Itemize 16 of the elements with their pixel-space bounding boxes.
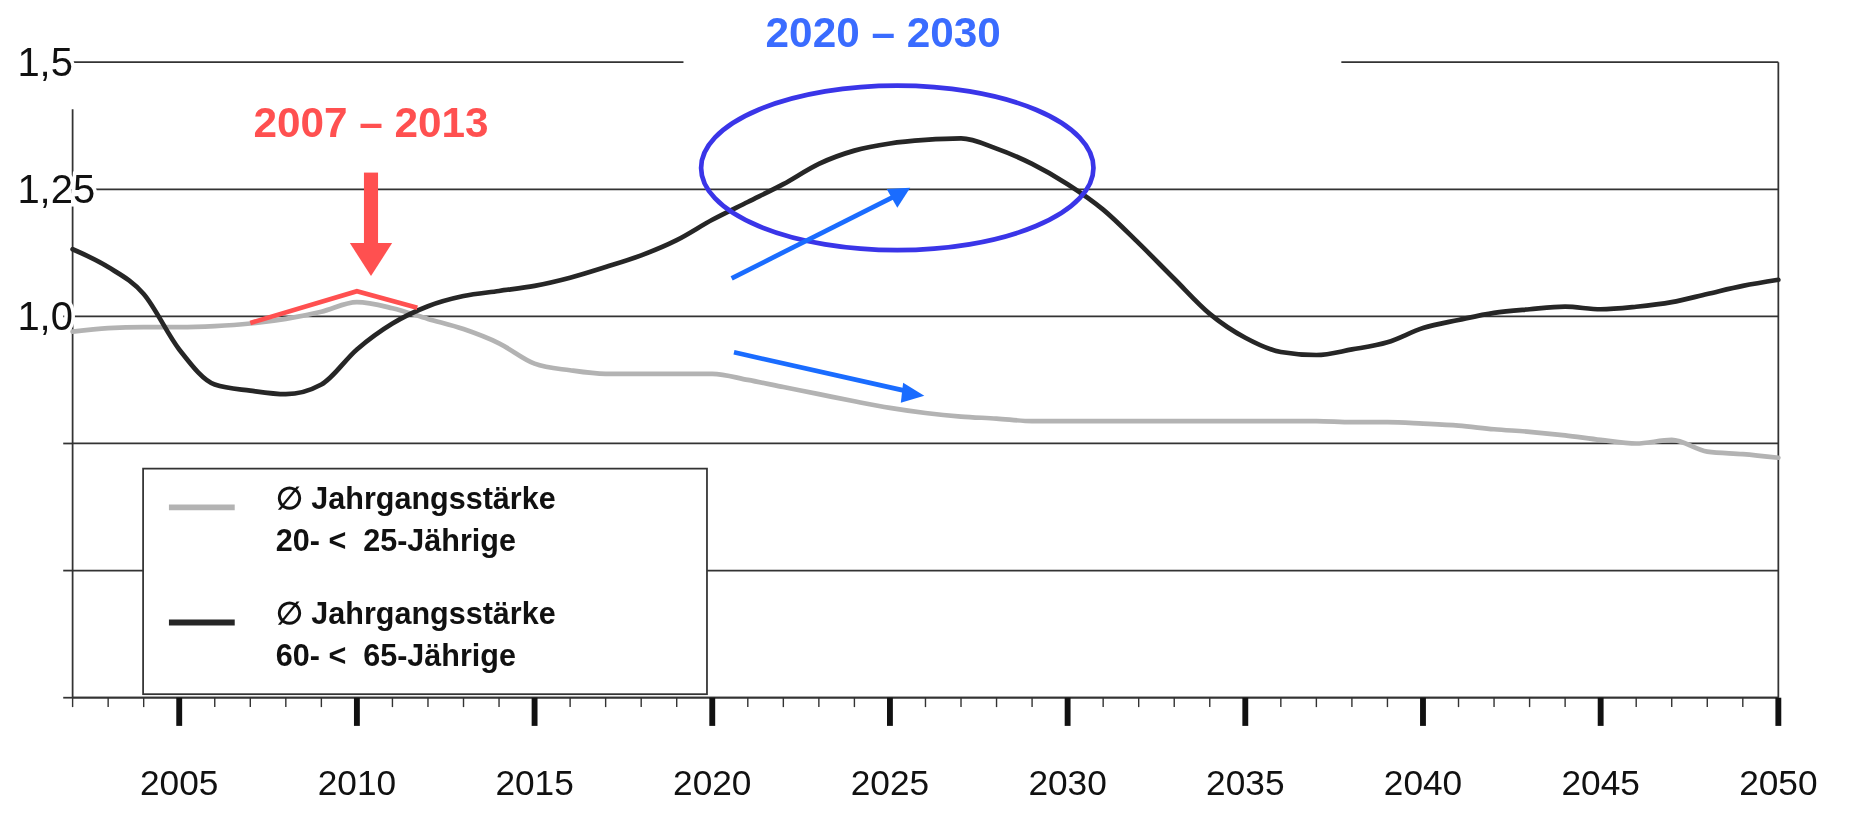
x-tick-label: 2015 [495, 763, 574, 803]
y-tick-label: 1,5 [17, 40, 73, 85]
x-tick-label: 2025 [850, 763, 930, 803]
annotation: 2007 – 2013 [253, 99, 489, 147]
x-tick-label: 2030 [1028, 763, 1107, 803]
text: 2020 – 2030 [765, 8, 1001, 56]
x-tick-label: 2050 [1739, 763, 1818, 803]
legend-label: ∅ Jahrgangsstärke 60- < 65-Jährige [275, 596, 556, 674]
x-tick-label: 2040 [1383, 763, 1463, 803]
x-tick-label: 2005 [140, 763, 219, 803]
x-tick-label: 2020 [673, 763, 752, 803]
x-tick-label: 2035 [1206, 763, 1285, 803]
x-tick-label: 2010 [317, 763, 397, 803]
y-tick-label: 1,0 [17, 294, 73, 339]
x-tick-label: 2045 [1561, 763, 1640, 803]
legend-label: ∅ Jahrgangsstärke 20- < 25-Jährige [275, 480, 556, 559]
